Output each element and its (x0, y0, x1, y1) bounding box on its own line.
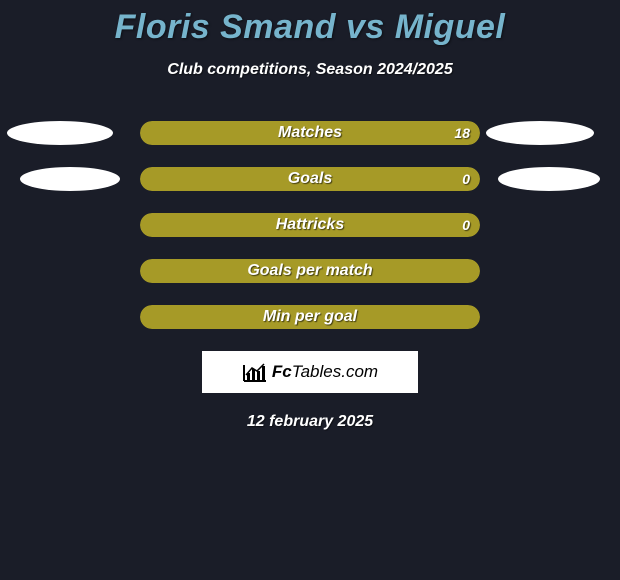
stat-capsule: Goals per match (140, 259, 480, 283)
player-left-name: Floris Smand (115, 8, 336, 46)
stat-value-right: 0 (462, 167, 470, 191)
decorative-oval (498, 167, 600, 191)
player-right-name: Miguel (395, 8, 506, 46)
stat-label: Hattricks (140, 213, 480, 237)
stat-value-right: 0 (462, 213, 470, 237)
logo-rest: Tables (292, 362, 341, 381)
stat-capsule: Min per goal (140, 305, 480, 329)
stat-capsule: Hattricks0 (140, 213, 480, 237)
stat-rows-container: Matches18Goals0Hattricks0Goals per match… (0, 121, 620, 329)
logo-text: FcTables.com (272, 362, 378, 382)
decorative-oval (486, 121, 594, 145)
stat-label: Min per goal (140, 305, 480, 329)
date-label: 12 february 2025 (0, 413, 620, 431)
stat-capsule: Matches18 (140, 121, 480, 145)
stat-row: Matches18 (140, 121, 480, 145)
decorative-oval (7, 121, 113, 145)
logo-box: FcTables.com (202, 351, 418, 393)
stat-capsule: Goals0 (140, 167, 480, 191)
stat-label: Goals (140, 167, 480, 191)
stat-label: Goals per match (140, 259, 480, 283)
decorative-oval (20, 167, 120, 191)
bar-chart-icon (242, 361, 268, 383)
logo-suffix: .com (341, 362, 378, 381)
stat-row: Min per goal (140, 305, 480, 329)
stat-row: Hattricks0 (140, 213, 480, 237)
stat-label: Matches (140, 121, 480, 145)
logo-bold: Fc (272, 362, 292, 381)
page-title: Floris Smand vs Miguel (0, 8, 620, 47)
comparison-infographic: Floris Smand vs Miguel Club competitions… (0, 0, 620, 431)
stat-row: Goals per match (140, 259, 480, 283)
stat-row: Goals0 (140, 167, 480, 191)
vs-separator: vs (346, 8, 385, 46)
subtitle: Club competitions, Season 2024/2025 (0, 61, 620, 79)
stat-value-right: 18 (454, 121, 470, 145)
